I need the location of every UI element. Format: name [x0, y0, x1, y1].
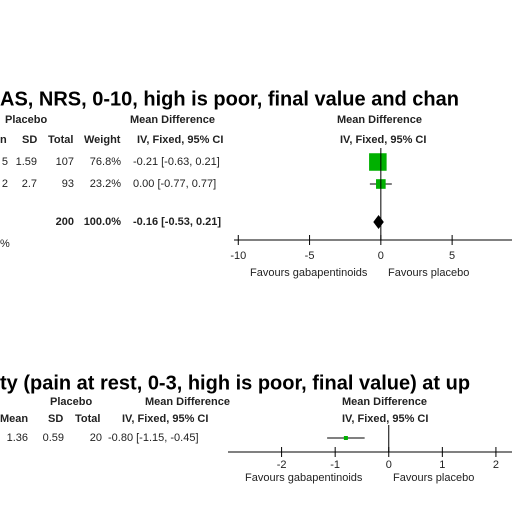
total-weight: 100.0%: [84, 216, 122, 228]
group-header: Mean Difference: [145, 396, 230, 408]
effect-square: [369, 153, 387, 171]
footnote: %: [0, 238, 10, 250]
total-count: 200: [56, 216, 74, 228]
column-header: IV, Fixed, 95% CI: [137, 134, 223, 146]
favours-label: Favours placebo: [393, 472, 474, 484]
plot-title: AS, NRS, 0-10, high is poor, final value…: [0, 88, 459, 110]
favours-label: Favours gabapentinoids: [250, 267, 368, 279]
plot-title: ty (pain at rest, 0-3, high is poor, fin…: [0, 372, 470, 394]
x-tick-label: 0: [386, 459, 392, 471]
x-tick-label: 5: [449, 250, 455, 262]
column-header: SD: [22, 134, 37, 146]
column-header: Total: [48, 134, 73, 146]
group-header: Placebo: [50, 396, 92, 408]
table-cell: 5: [2, 156, 8, 168]
column-header: Total: [75, 413, 100, 425]
x-tick-label: 0: [378, 250, 384, 262]
weight-label: 23.2%: [90, 178, 121, 190]
x-tick-label: 2: [493, 459, 499, 471]
x-tick-label: -1: [330, 459, 340, 471]
total-ci-label: -0.16 [-0.53, 0.21]: [133, 216, 221, 228]
table-cell: 1.59: [16, 156, 37, 168]
table-cell: 0.59: [43, 432, 64, 444]
column-header: Mean: [0, 413, 28, 425]
column-header: IV, Fixed, 95% CI: [340, 134, 426, 146]
column-header: n: [0, 134, 7, 146]
column-header: SD: [48, 413, 63, 425]
x-tick-label: 1: [439, 459, 445, 471]
column-header: Weight: [84, 134, 121, 146]
ci-label: -0.80 [-1.15, -0.45]: [108, 432, 199, 444]
table-cell: 1.36: [7, 432, 28, 444]
table-cell: 2: [2, 178, 8, 190]
x-tick-label: -5: [305, 250, 315, 262]
table-cell: 2.7: [22, 178, 37, 190]
group-header: Mean Difference: [130, 114, 215, 126]
column-header: IV, Fixed, 95% CI: [342, 413, 428, 425]
ci-label: 0.00 [-0.77, 0.77]: [133, 178, 216, 190]
column-header: IV, Fixed, 95% CI: [122, 413, 208, 425]
x-tick-label: -2: [277, 459, 287, 471]
group-header: Mean Difference: [337, 114, 422, 126]
favours-label: Favours placebo: [388, 267, 469, 279]
group-header: Placebo: [5, 114, 47, 126]
weight-label: 76.8%: [90, 156, 121, 168]
x-tick-label: -10: [230, 250, 246, 262]
group-header: Mean Difference: [342, 396, 427, 408]
pooled-diamond: [373, 215, 384, 229]
table-cell: 107: [56, 156, 74, 168]
effect-square: [343, 436, 348, 440]
table-cell: 93: [62, 178, 74, 190]
ci-label: -0.21 [-0.63, 0.21]: [133, 156, 220, 168]
table-cell: 20: [90, 432, 102, 444]
favours-label: Favours gabapentinoids: [245, 472, 363, 484]
